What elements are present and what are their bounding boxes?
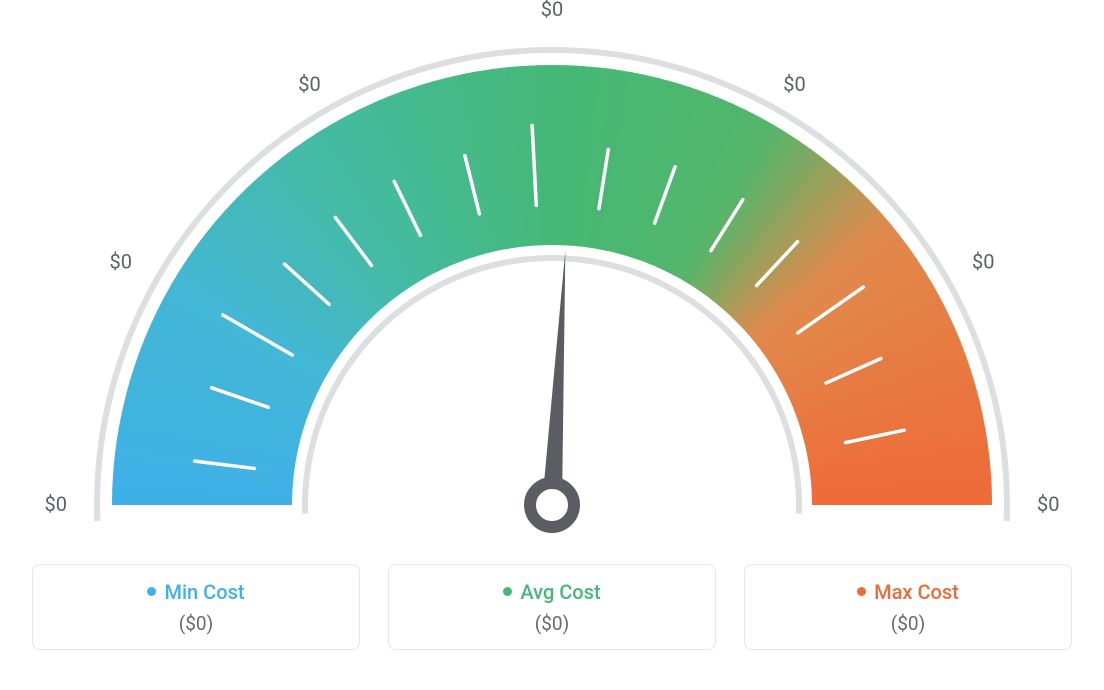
gauge-needle-hub (530, 483, 574, 527)
gauge-scale-label: $0 (972, 250, 994, 274)
legend-value-max: ($0) (757, 612, 1059, 635)
gauge-svg: $0 $0 $0 $0 $0 $0 $0 (0, 0, 1104, 560)
legend-dot-avg (503, 587, 512, 596)
legend-value-min: ($0) (45, 612, 347, 635)
gauge-scale-label: $0 (45, 492, 67, 516)
legend-label-avg: Avg Cost (520, 582, 600, 602)
legend-dot-min (147, 587, 156, 596)
legend-title-max: Max Cost (857, 582, 959, 602)
gauge-scale-label: $0 (1037, 492, 1059, 516)
gauge-scale-label: $0 (109, 250, 131, 274)
legend-title-avg: Avg Cost (503, 582, 600, 602)
legend-card-avg: Avg Cost ($0) (388, 564, 716, 650)
gauge-scale-label: $0 (783, 72, 805, 96)
legend-row: Min Cost ($0) Avg Cost ($0) Max Cost ($0… (0, 564, 1104, 650)
gauge-scale-label: $0 (298, 72, 320, 96)
legend-value-avg: ($0) (401, 612, 703, 635)
cost-gauge-chart: $0 $0 $0 $0 $0 $0 $0 Min Cost ($0) Avg Cost ($… (0, 0, 1104, 690)
gauge-scale-label: $0 (541, 0, 563, 21)
legend-label-min: Min Cost (164, 582, 244, 602)
legend-dot-max (857, 587, 866, 596)
gauge-needle (542, 250, 565, 505)
legend-card-min: Min Cost ($0) (32, 564, 360, 650)
legend-card-max: Max Cost ($0) (744, 564, 1072, 650)
legend-label-max: Max Cost (874, 582, 959, 602)
legend-title-min: Min Cost (147, 582, 244, 602)
gauge-area: $0 $0 $0 $0 $0 $0 $0 (0, 0, 1104, 560)
